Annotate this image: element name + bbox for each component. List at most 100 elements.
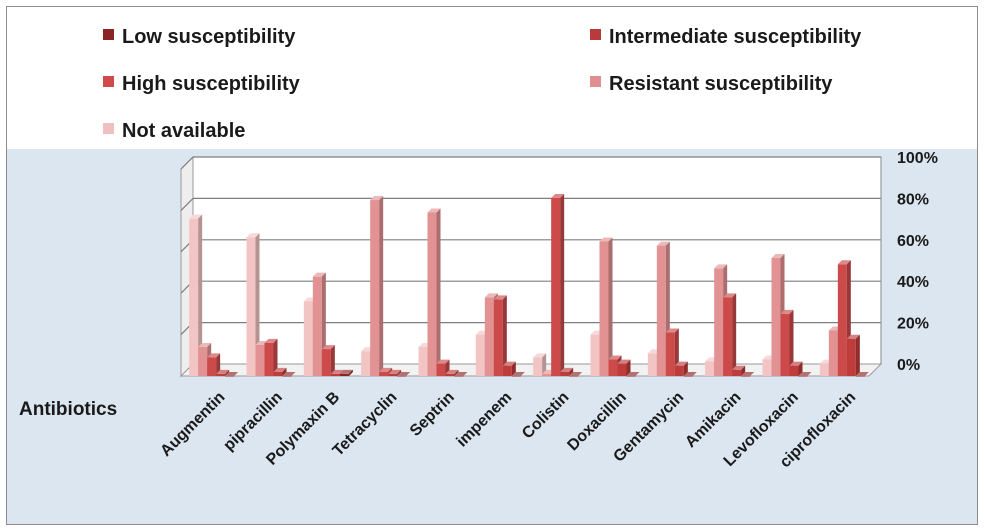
bar-front (379, 371, 389, 376)
bar-front (798, 376, 808, 377)
bar-front (771, 258, 781, 376)
bar (189, 214, 203, 376)
bar-top (626, 372, 640, 376)
bar (225, 372, 239, 377)
bar-top (683, 372, 697, 376)
legend-swatch (103, 76, 114, 87)
legend-item: Resistant susceptibility (590, 73, 833, 95)
bar-front (533, 357, 543, 376)
bar-top (330, 369, 344, 374)
bar-side (542, 353, 547, 376)
bar-top (388, 369, 402, 374)
bar-front (855, 376, 865, 377)
bar (683, 372, 697, 377)
bar (855, 372, 869, 377)
legend-item: Low susceptibility (103, 26, 296, 48)
bar (569, 372, 583, 377)
bar-front (828, 330, 838, 376)
bar-side (511, 361, 516, 376)
bar (780, 309, 794, 376)
bar-front (207, 357, 217, 376)
bar-top (533, 353, 547, 358)
bar-front (656, 245, 666, 376)
bar-top (379, 367, 393, 372)
bar-front (665, 332, 675, 376)
bar-front (647, 353, 657, 376)
bar (617, 359, 631, 376)
bar-top (723, 293, 737, 298)
bar-top (207, 353, 221, 358)
bar-top (846, 334, 860, 339)
bar-top (732, 365, 746, 370)
bar-side (225, 369, 230, 376)
bar-top (454, 372, 468, 376)
bar-top (789, 361, 803, 366)
bar-front (560, 371, 570, 376)
bar-top (216, 369, 230, 374)
bar (216, 369, 230, 376)
legend-label: High susceptibility (122, 73, 301, 95)
bar-side (502, 295, 507, 376)
bar-front (617, 363, 627, 376)
bar-front (264, 342, 274, 376)
y-tick-label: 80% (897, 191, 929, 208)
bar-front (590, 334, 600, 376)
legend-item: Not available (103, 120, 245, 142)
legend-item: High susceptibility (103, 73, 301, 95)
y-tick-label: 60% (897, 233, 929, 250)
bar-front (705, 361, 715, 376)
bar-side (732, 293, 737, 376)
bar-side (855, 334, 860, 376)
bar-top (837, 260, 851, 265)
bar-top (674, 361, 688, 366)
bar (207, 353, 221, 376)
bar-side (789, 309, 794, 376)
legend-label: Intermediate susceptibility (609, 26, 862, 48)
bar-front (246, 237, 256, 376)
bar (741, 372, 755, 377)
legend-label: Not available (122, 120, 245, 142)
bar (427, 208, 441, 376)
bar-front (418, 347, 428, 376)
bar-front (189, 218, 199, 376)
bar (397, 372, 411, 377)
bar-side (216, 353, 221, 376)
bar-front (427, 212, 437, 376)
bar-front (225, 376, 235, 377)
bar-side (560, 193, 565, 376)
bar-top (665, 328, 679, 333)
bar-front (511, 376, 521, 377)
bar-side (608, 237, 613, 376)
bar-front (339, 373, 349, 376)
gridline-side (180, 156, 194, 170)
bar-side (798, 361, 803, 376)
bar (445, 369, 459, 376)
bar (798, 372, 812, 377)
bar-front (542, 373, 552, 376)
bar (502, 361, 516, 376)
bar-front (626, 376, 636, 377)
bar-top (656, 241, 670, 246)
bar-front (762, 359, 772, 376)
bar-front (741, 376, 751, 377)
bars (189, 193, 869, 377)
bar-top (493, 295, 507, 300)
bar-front (780, 313, 790, 376)
bar-side (198, 214, 203, 376)
bar-front (723, 297, 733, 376)
legend-swatch (590, 76, 601, 87)
bar-front (569, 376, 579, 377)
y-tick-label: 0% (897, 357, 920, 374)
bar (321, 345, 335, 376)
y-tick-label: 40% (897, 274, 929, 291)
bar-front (454, 376, 464, 377)
bar-front (846, 338, 856, 376)
bar-front (388, 373, 398, 376)
bar-top (502, 361, 516, 366)
bar (674, 361, 688, 376)
bar-side (569, 367, 574, 376)
bar-top (798, 372, 812, 376)
bar-top (370, 196, 384, 201)
bar (282, 372, 296, 377)
bar-side (379, 196, 384, 376)
